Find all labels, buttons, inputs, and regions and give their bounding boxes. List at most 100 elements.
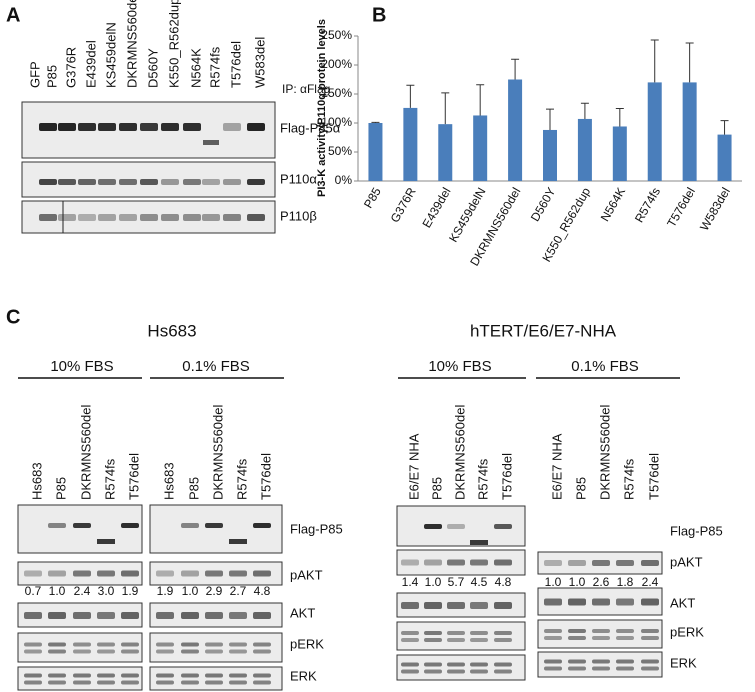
band xyxy=(183,179,201,185)
quant-label: 2.9 xyxy=(206,584,223,598)
quant-label: 0.7 xyxy=(25,584,42,598)
ip-label: IP: αFlag xyxy=(282,82,330,96)
band xyxy=(156,570,174,577)
bar xyxy=(543,129,557,181)
band xyxy=(447,602,465,609)
error-bar xyxy=(615,108,624,127)
band xyxy=(544,659,562,664)
band xyxy=(73,642,91,647)
band xyxy=(202,214,220,221)
y-tick-label: 150% xyxy=(321,86,352,100)
band xyxy=(229,612,247,619)
lane-label: N564K xyxy=(188,48,203,88)
band xyxy=(98,179,116,185)
band xyxy=(205,570,223,577)
band xyxy=(641,598,659,606)
quant-label: 2.4 xyxy=(642,575,659,589)
quant-label: 4.8 xyxy=(495,575,512,589)
lane-label: DKRMNS560del xyxy=(597,405,612,500)
quant-label: 4.5 xyxy=(471,575,488,589)
band xyxy=(470,540,488,545)
band xyxy=(161,179,179,185)
x-tick-label: R574fs xyxy=(632,185,663,225)
y-axis-label: PI3-K activity/P110α protein levels xyxy=(316,19,328,197)
lane-label: T576del xyxy=(228,41,243,88)
band xyxy=(568,659,586,664)
band xyxy=(73,649,91,654)
blot-label: pAKT xyxy=(290,567,323,582)
band xyxy=(97,673,115,678)
band xyxy=(121,523,139,528)
band xyxy=(592,598,610,606)
quant-label: 1.4 xyxy=(402,575,419,589)
band xyxy=(119,214,137,221)
lane-label: R574fs xyxy=(207,46,222,88)
condition-label: 10% FBS xyxy=(50,358,113,375)
band xyxy=(616,666,634,671)
band xyxy=(121,649,139,654)
band xyxy=(156,612,174,619)
quant-label: 1.9 xyxy=(157,584,174,598)
band xyxy=(253,649,271,654)
lane-label: DKRMNS560del xyxy=(124,0,139,88)
bar xyxy=(508,79,523,181)
blot xyxy=(149,666,283,691)
bar xyxy=(577,118,592,181)
band xyxy=(140,214,158,221)
band xyxy=(97,680,115,685)
band xyxy=(494,631,512,635)
quant-label: 1.0 xyxy=(425,575,442,589)
band xyxy=(121,673,139,678)
band xyxy=(97,539,115,544)
band xyxy=(97,649,115,654)
band xyxy=(401,559,419,566)
band xyxy=(181,523,199,528)
quant-label: 2.4 xyxy=(74,584,91,598)
band xyxy=(97,642,115,647)
band xyxy=(641,629,659,633)
x-tick-label: D560Y xyxy=(528,185,558,224)
band xyxy=(181,570,199,577)
band xyxy=(223,123,241,131)
y-tick-label: 250% xyxy=(321,28,352,42)
band xyxy=(24,680,42,685)
blot xyxy=(17,666,143,691)
bar xyxy=(717,134,732,181)
quant-label: 3.0 xyxy=(98,584,115,598)
band xyxy=(494,669,512,674)
band xyxy=(424,662,442,667)
lane-label: KS459delN xyxy=(103,22,118,88)
lane-label: Hs683 xyxy=(161,462,176,500)
quant-label: 1.0 xyxy=(545,575,562,589)
band xyxy=(205,649,223,654)
x-tick-label: G376R xyxy=(388,185,419,225)
blot-label: P110α xyxy=(280,171,317,186)
band xyxy=(592,666,610,671)
band xyxy=(58,179,76,185)
bar xyxy=(682,82,697,181)
band xyxy=(73,523,91,528)
band xyxy=(181,649,199,654)
quant-label: 1.0 xyxy=(182,584,199,598)
band xyxy=(119,179,137,185)
error-bar xyxy=(441,92,450,125)
band xyxy=(183,123,201,131)
band xyxy=(401,638,419,642)
band xyxy=(181,612,199,619)
band xyxy=(73,673,91,678)
lane-label: T576del xyxy=(258,453,273,500)
panel-letter: B xyxy=(372,4,386,26)
band xyxy=(119,123,137,131)
band xyxy=(494,638,512,642)
quant-label: 1.8 xyxy=(617,575,634,589)
blot-label: pAKT xyxy=(670,554,703,569)
blot xyxy=(537,619,663,649)
band xyxy=(641,560,659,566)
condition-label: 0.1% FBS xyxy=(182,358,250,375)
band xyxy=(73,680,91,685)
band xyxy=(39,179,57,185)
band xyxy=(616,636,634,640)
condition-label: 10% FBS xyxy=(428,358,491,375)
band xyxy=(48,673,66,678)
